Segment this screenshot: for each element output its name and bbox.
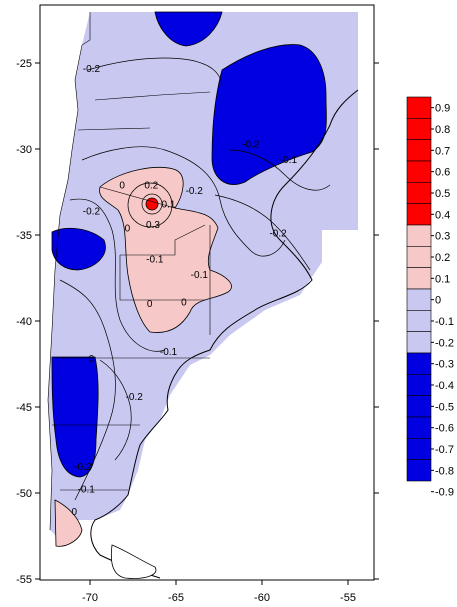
colorbar-label: 0.8 [435,124,450,136]
colorbar-label: -0.4 [435,380,454,392]
contour-label: 0 [125,224,131,235]
contour-ring-mid [127,182,173,228]
colorbar-label: -0.9 [435,487,454,499]
island-tierra-del-fuego [110,544,157,579]
contour-label: -0.2 [186,186,204,197]
colorbar-swatch [406,139,432,162]
colorbar-swatch [406,331,432,354]
contour-label: -0.1 [191,270,209,281]
contour-label: -0.1 [78,485,96,496]
contour-label: -0.2 [83,206,101,217]
colorbar-label: -0.6 [435,423,454,435]
contour-label: -0.2 [74,462,92,473]
border-line [47,12,91,531]
border-line [52,91,211,491]
colorbar-swatch [406,288,432,311]
field-positive-center [99,166,232,333]
colorbar-swatch [406,267,432,290]
colorbar-label: -0.5 [435,401,454,413]
contour-line [81,146,286,257]
field-strong-negative-w [51,227,106,271]
x-tick-label: -60 [254,592,270,604]
contour-line [214,194,311,271]
contour-line [229,149,331,191]
contour-line [87,57,223,86]
colorbar-swatch [406,203,432,226]
contour-label: -0.1 [146,255,164,266]
colorbar-swatch [406,374,432,396]
colorbar-swatch [406,459,432,482]
colorbar-swatch [406,160,432,183]
colorbar-swatch [406,310,432,332]
contour-line [69,198,166,352]
colorbar-swatch [406,246,432,268]
y-tick-label: -25 [16,58,32,70]
y-tick-label: -35 [16,230,32,242]
contour-label: 0 [72,507,78,518]
contour-label: 0.1 [162,200,176,211]
colorbar-swatch [406,224,432,247]
colorbar-label: 0.4 [435,209,450,221]
field-strong-negative-sw [51,356,99,478]
colorbar-swatch [406,96,432,119]
contour-label: -0.2 [126,392,144,403]
coastline [90,89,359,579]
colorbar-label: 0.6 [435,167,450,179]
colorbar-label: -0.2 [435,337,454,349]
contour-label: -0.1 [280,155,298,166]
colorbar-label: 0 [435,295,441,307]
field-positive-south [54,499,83,547]
x-axis-ticks: -70 -65 -60 -55 [82,580,356,604]
colorbar-label: 0.5 [435,188,450,200]
y-axis-ticks: -25 -30 -35 -40 -45 -50 -55 [16,58,379,586]
colorbar-swatch [406,438,432,460]
contour-label: -0.2 [242,140,260,151]
colorbar-label: 0.9 [435,103,450,115]
contour-label: -0.2 [269,229,287,240]
x-tick-label: -55 [340,592,356,604]
y-tick-label: -30 [16,144,32,156]
contour-label: 0.3 [146,220,160,231]
colorbar-swatch [406,416,432,439]
colorbar-label: 0.2 [435,252,450,264]
y-tick-label: -55 [16,574,32,586]
contour-labels: -0.2 -0.2 -0.2 -0.2 -0.2 -0.1 -0.1 -0.1 -0.1 -0.2… [72,64,298,518]
x-tick-label: -65 [168,592,184,604]
colorbar-legend: 0.9 0.8 0.7 0.6 0.5 0.4 0.3 0.2 0.1 0 -0.1 -0.2 -0.3… [406,96,454,499]
colorbar-swatch [406,182,432,204]
field-strong-negative-ne [211,44,327,185]
colorbar-swatch [406,395,432,418]
y-tick-label: -45 [16,402,32,414]
contour-label: 0 [119,181,125,192]
colorbar-label: 0.1 [435,273,450,285]
contour-label: 0 [89,354,95,365]
contour-label: -0.2 [83,64,101,75]
colorbar-swatch [406,118,432,140]
colorbar-label: -0.3 [435,359,454,371]
contour-label: -0.1 [160,347,178,358]
map-layers [47,11,359,579]
colorbar-label: -0.1 [435,316,454,328]
colorbar-swatch [406,352,432,375]
contour-label: 0 [181,297,187,308]
field-strong-positive-core [145,197,159,211]
contour-line [99,359,132,461]
colorbar-label: -0.8 [435,465,454,477]
contour-label: 0 [147,299,153,310]
contour-label: 0.2 [144,181,158,192]
x-tick-label: -70 [82,592,98,604]
contour-line [59,279,116,501]
colorbar-label: -0.7 [435,444,454,456]
y-tick-label: -50 [16,488,32,500]
y-tick-label: -40 [16,316,32,328]
contour-ring-inner [141,193,163,215]
field-strong-negative-n [154,11,223,47]
colorbar-label: 0.3 [435,231,450,243]
colorbar-label: 0.7 [435,145,450,157]
